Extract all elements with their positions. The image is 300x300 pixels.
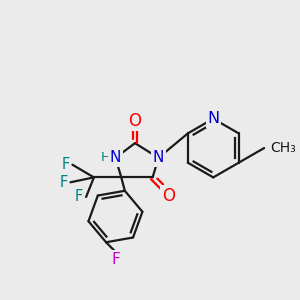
Text: F: F <box>75 190 83 205</box>
Text: N: N <box>153 150 164 165</box>
Text: O: O <box>162 187 175 205</box>
Text: N: N <box>110 150 121 165</box>
Text: N: N <box>207 111 219 126</box>
Text: O: O <box>128 112 142 130</box>
Text: F: F <box>61 157 70 172</box>
Text: F: F <box>59 175 68 190</box>
Text: CH₃: CH₃ <box>270 141 296 155</box>
Text: H: H <box>101 151 111 164</box>
Text: F: F <box>111 252 120 267</box>
